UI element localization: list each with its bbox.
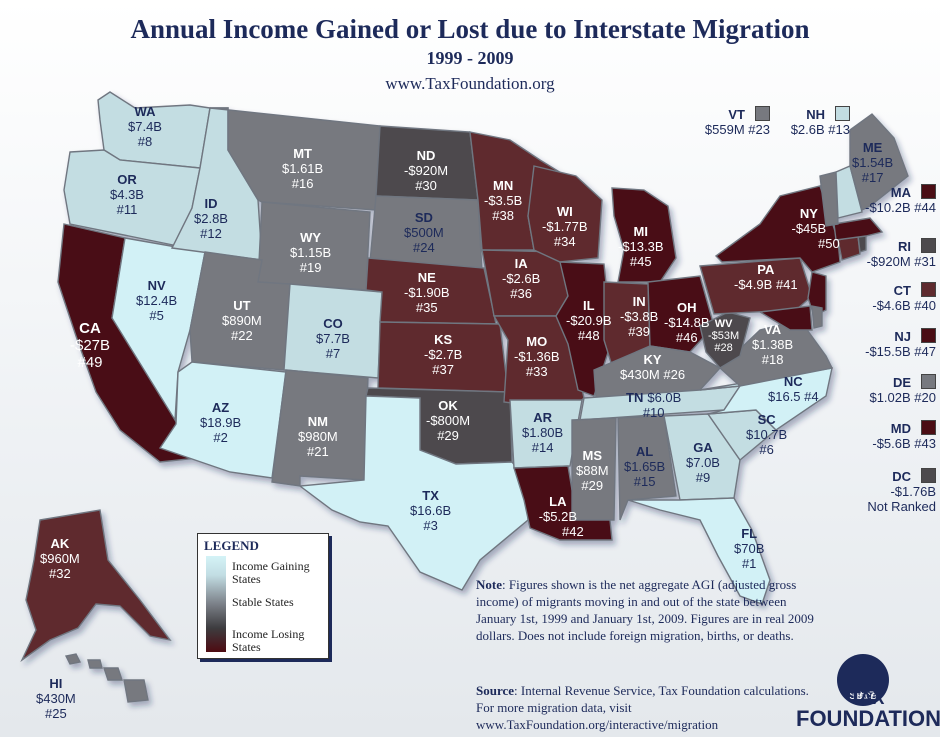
state-NM <box>271 369 369 487</box>
state-label-FL: FL $70B #1 <box>734 526 765 571</box>
state-label-KS: KS -$2.7B #37 <box>424 332 463 377</box>
state-label-AR: AR $1.80B #14 <box>522 410 564 455</box>
state-label-TX: TX $16.6B #3 <box>410 488 452 533</box>
state-label-LA: LA -$5.2B #42 <box>538 494 584 539</box>
state-label-MN: MN -$3.5B #38 <box>484 178 523 223</box>
state-label-SD: SD $500M #24 <box>404 210 444 255</box>
legend-heading: LEGEND <box>204 538 259 553</box>
state-AL <box>617 415 677 521</box>
state-NH <box>835 165 863 219</box>
state-label-IL: IL -$20.9B #48 <box>566 298 612 343</box>
tax-foundation-logo: Since 1937 TAX FOUNDATION <box>796 654 940 736</box>
callout-RI: RI -$920M #31 <box>866 238 936 269</box>
state-label-IA: IA -$2.6B #36 <box>502 256 541 301</box>
state-label-CO: CO $7.7B #7 <box>316 316 350 361</box>
state-label-MT: MT $1.61B #16 <box>282 146 324 191</box>
state-label-ID: ID $2.8B #12 <box>194 196 228 241</box>
state-ME <box>849 113 909 212</box>
state-MA <box>833 217 884 241</box>
map-years: 1999 - 2009 <box>426 48 514 68</box>
state-label-GA: GA $7.0B #9 <box>686 440 720 485</box>
state-MD <box>757 305 813 331</box>
callout-NH: NH $2.6B #13 <box>790 106 850 137</box>
state-label-SC: SC $10.7B #6 <box>746 412 788 457</box>
state-label-OK: OK -$800M #29 <box>426 398 471 443</box>
state-label-AZ: AZ $18.9B #2 <box>200 400 242 445</box>
state-label-WV: WV -$53M #28 <box>708 318 740 354</box>
state-label-TN: TN $6.0B #10 <box>626 390 682 420</box>
state-label-NC: NC $16.5 #4 <box>768 374 819 404</box>
callout-VT: VT $559M #23 <box>704 106 770 137</box>
state-label-ND: ND -$920M #30 <box>404 148 449 193</box>
state-label-HI: HI $430M #25 <box>36 676 76 721</box>
callout-DC: DC -$1.76B Not Ranked <box>867 468 936 514</box>
legend-loss-label: Income Losing States <box>232 627 305 654</box>
state-label-ME: ME $1.54B #17 <box>852 140 894 185</box>
state-label-IN: IN -$3.8B #39 <box>620 294 659 339</box>
callout-DE: DE $1.02B #20 <box>869 374 936 405</box>
callout-MA: MA -$10.2B #44 <box>865 184 936 215</box>
state-label-UT: UT $890M #22 <box>222 298 262 343</box>
state-GA <box>663 413 741 501</box>
state-label-MS: MS $88M #29 <box>576 448 609 493</box>
capitol-seal-icon: Since 1937 <box>837 654 889 706</box>
note-text: Note: Figures shown is the net aggregate… <box>476 577 814 643</box>
swatch-NH <box>835 106 850 121</box>
state-WI <box>527 165 603 263</box>
swatch-CT <box>921 282 936 297</box>
callout-CT: CT -$4.6B #40 <box>872 282 936 313</box>
state-label-CA: CA -$27B #49 <box>70 320 111 371</box>
map-site: www.TaxFoundation.org <box>385 74 555 93</box>
state-VA <box>718 319 834 387</box>
state-AK <box>20 509 172 663</box>
logo-word-tax: TAX <box>849 688 885 708</box>
state-OH <box>647 275 715 353</box>
state-label-NE: NE -$1.90B #35 <box>404 270 450 315</box>
swatch-NJ <box>921 328 936 343</box>
legend-gradient <box>206 556 226 652</box>
state-TX <box>298 395 529 591</box>
swatch-DC <box>921 468 936 483</box>
state-label-WI: WI -$1.77B #34 <box>542 204 588 249</box>
source-text: Source: Internal Revenue Service, Tax Fo… <box>476 683 809 732</box>
state-MS <box>571 417 617 521</box>
state-label-NM: NM $980M #21 <box>298 414 338 459</box>
state-label-WA: WA $7.4B #8 <box>128 104 162 149</box>
state-VT <box>819 171 839 227</box>
state-DE <box>811 305 823 329</box>
state-label-MO: MO -$1.36B #33 <box>514 334 560 379</box>
state-label-OR: OR $4.3B #11 <box>110 172 144 217</box>
state-label-NY: NY -$45B #50 <box>791 206 840 251</box>
swatch-DE <box>921 374 936 389</box>
state-HI <box>64 653 149 703</box>
state-label-OH: OH -$14.8B #46 <box>664 300 710 345</box>
state-NY <box>714 185 841 273</box>
map-title: Annual Income Gained or Lost due to Inte… <box>130 14 810 44</box>
state-FL <box>627 497 771 605</box>
swatch-VT <box>755 106 770 121</box>
state-LA <box>513 465 613 541</box>
state-label-PA: PA -$4.9B #41 <box>734 262 798 292</box>
swatch-MA <box>921 184 936 199</box>
state-AR <box>509 399 583 469</box>
legend-stable-label: Stable States <box>232 595 294 609</box>
callout-MD: MD -$5.6B #43 <box>872 420 936 451</box>
state-label-VA: VA $1.38B #18 <box>752 322 794 367</box>
state-NC <box>699 367 833 431</box>
swatch-MD <box>921 420 936 435</box>
state-label-MI: MI -$13.3B #45 <box>618 224 664 269</box>
swatch-RI <box>921 238 936 253</box>
state-label-AL: AL $1.65B #15 <box>624 444 666 489</box>
legend-box: LEGEND Income Gaining States Stable Stat… <box>197 533 329 659</box>
logo-word-foundation: FOUNDATION <box>796 706 940 731</box>
state-label-KY: KY $430M #26 <box>620 352 686 382</box>
state-label-AK: AK $960M #32 <box>40 536 80 581</box>
legend-gain-label: Income Gaining States <box>232 559 310 586</box>
callout-NJ: NJ -$15.5B #47 <box>865 328 936 359</box>
state-label-WY: WY $1.15B #19 <box>290 230 332 275</box>
state-label-NV: NV $12.4B #5 <box>136 278 178 323</box>
